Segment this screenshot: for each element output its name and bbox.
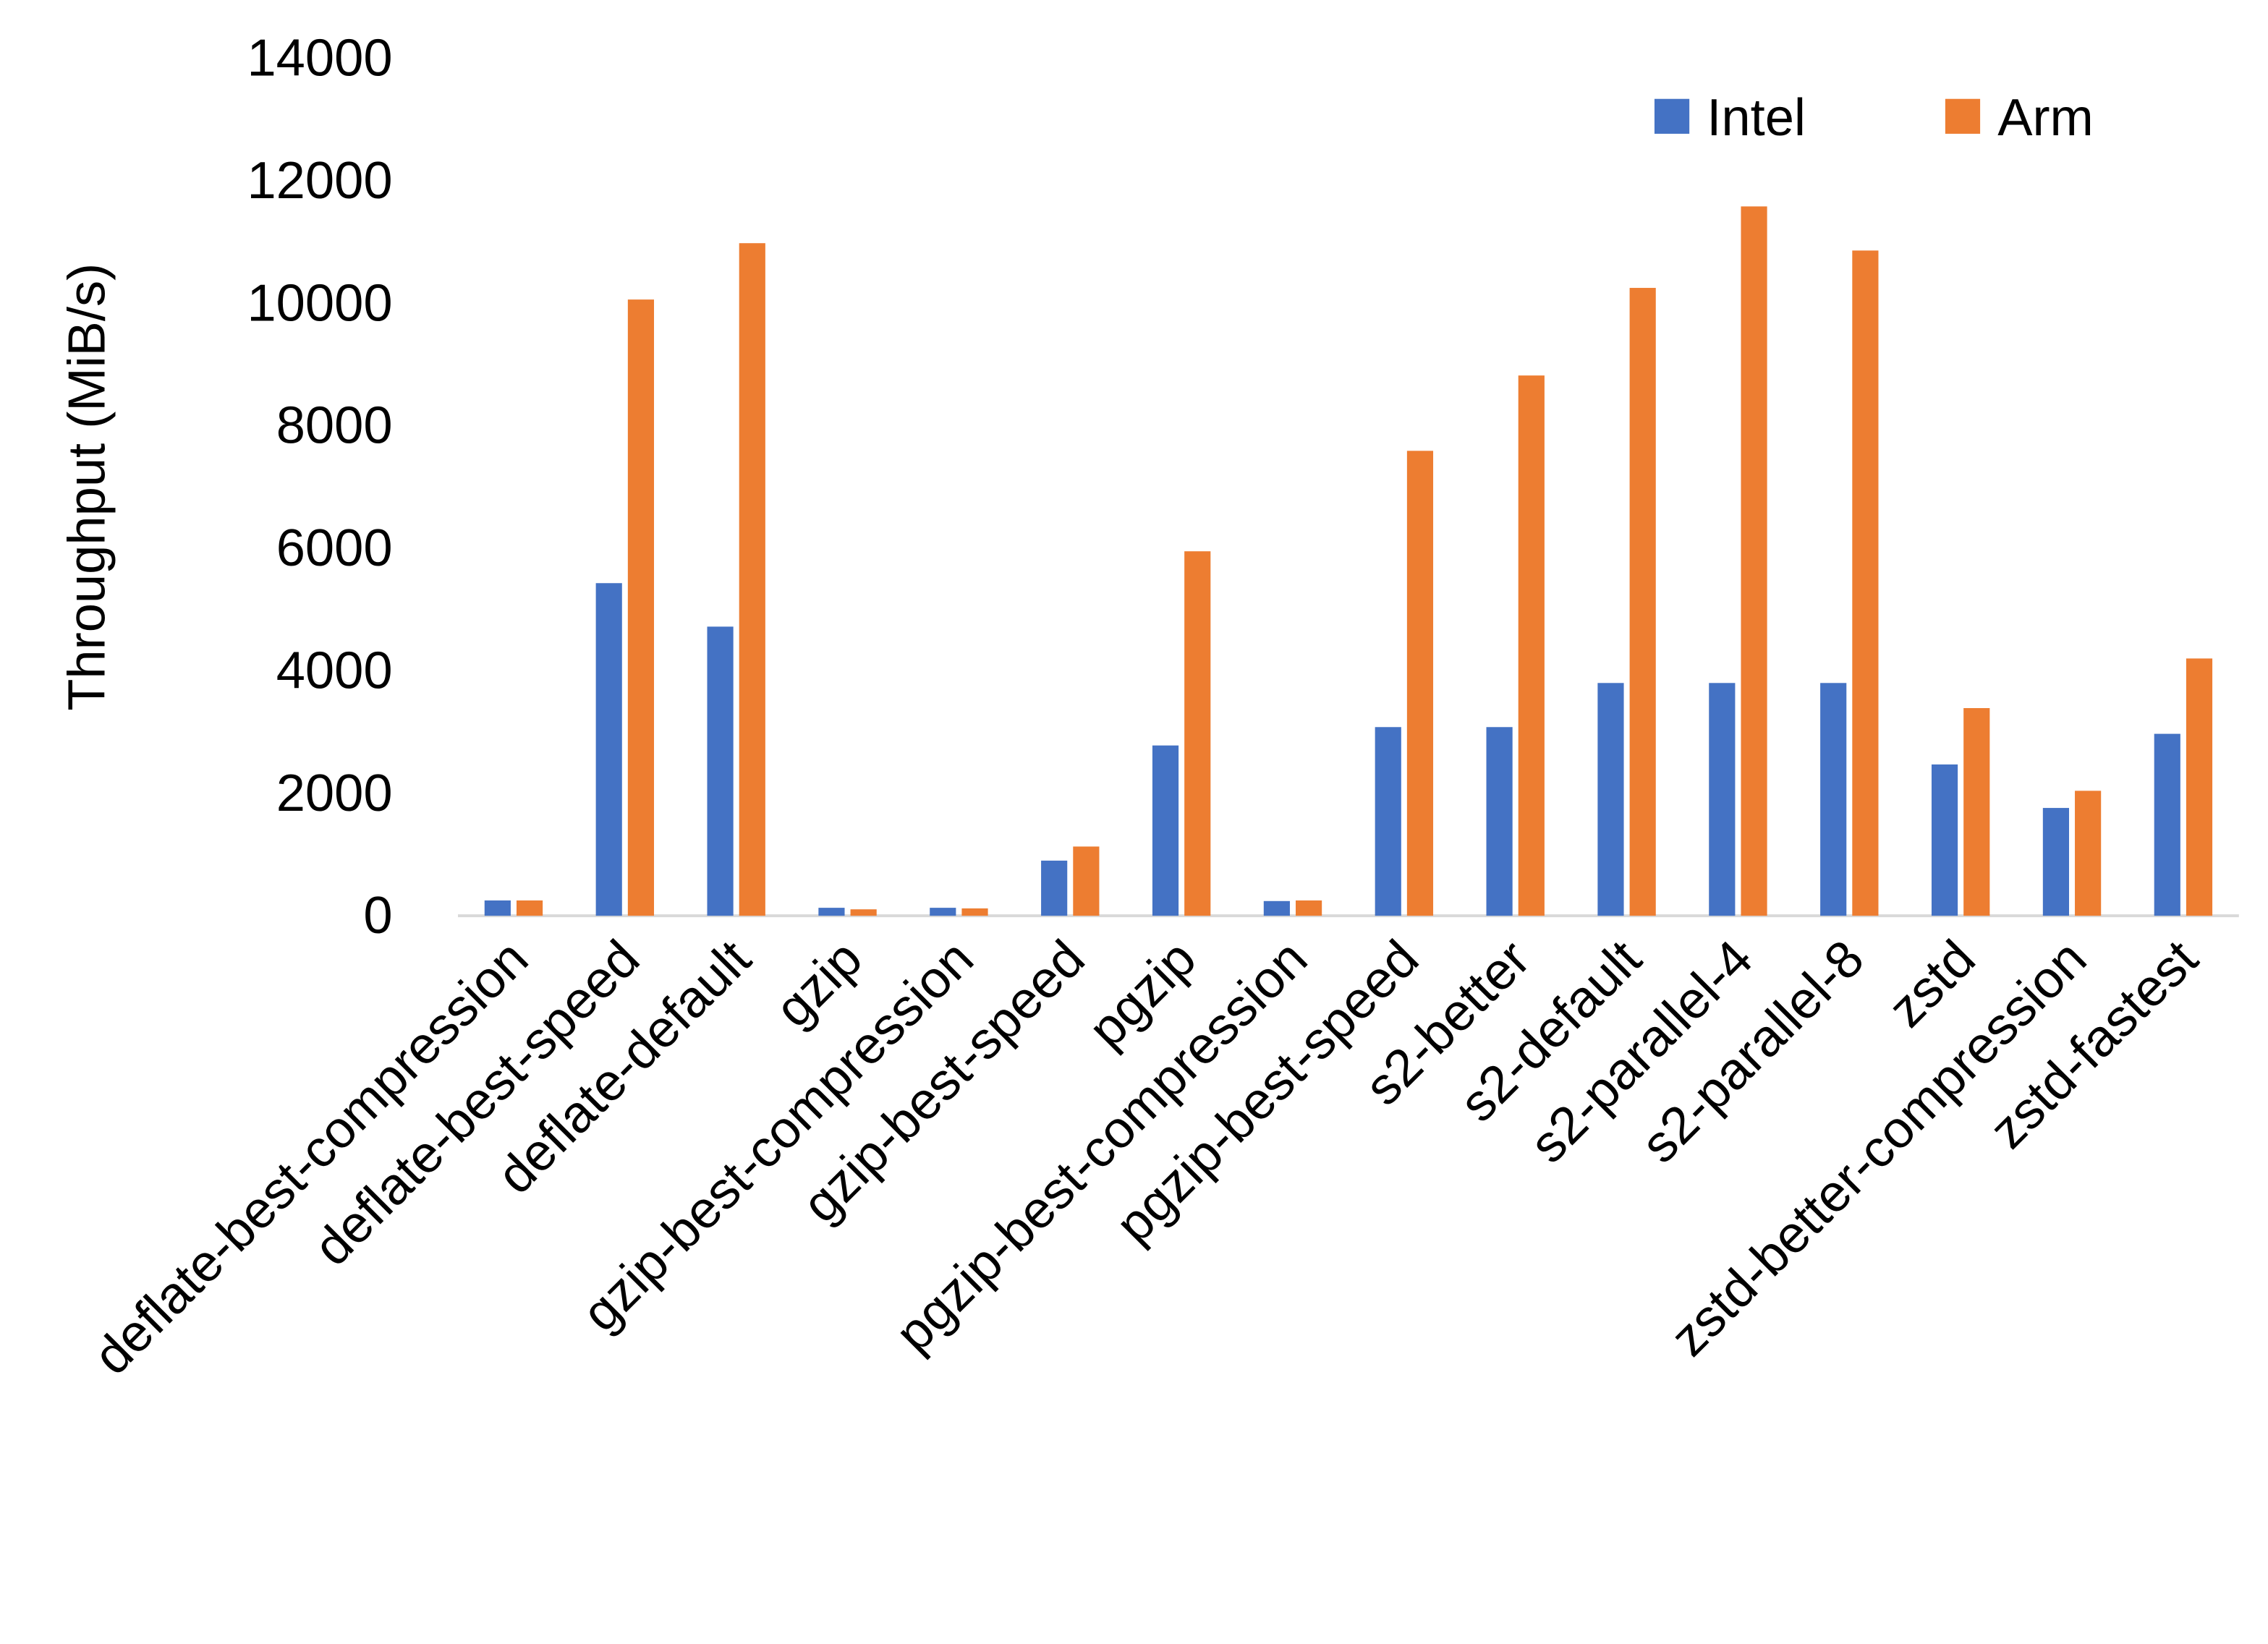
- bar-intel-pgzip-best-compression: [1263, 900, 1290, 916]
- bar-intel-gzip-best-speed: [1041, 860, 1068, 916]
- y-tick-label: 14000: [247, 30, 392, 88]
- bar-intel-pgzip: [1152, 745, 1179, 916]
- bar-arm-deflate-best-speed: [627, 299, 655, 916]
- bar-arm-gzip: [850, 909, 877, 916]
- y-tick-label: 6000: [276, 519, 393, 577]
- bar-intel-zstd: [1931, 764, 1958, 916]
- bar-arm-zstd-fastest: [2186, 658, 2213, 916]
- y-tick-label: 8000: [276, 397, 393, 455]
- bar-intel-gzip-best-compression: [930, 908, 956, 916]
- bar-arm-s2-default: [1629, 288, 1656, 916]
- legend-swatch-arm: [1945, 98, 1981, 134]
- x-tick-label: deflate-best-compression: [83, 929, 540, 1386]
- bar-arm-deflate-default: [739, 243, 765, 916]
- legend-label-intel: Intel: [1707, 89, 1806, 147]
- legend-label-arm: Arm: [1997, 89, 2094, 147]
- bar-intel-gzip: [818, 908, 845, 916]
- y-tick-label: 2000: [276, 764, 393, 822]
- y-tick-label: 10000: [247, 274, 392, 332]
- y-tick-label: 12000: [247, 152, 392, 210]
- bar-arm-zstd-better-compression: [2075, 791, 2102, 916]
- bar-intel-zstd-better-compression: [2042, 808, 2069, 916]
- bar-intel-deflate-best-compression: [484, 900, 511, 916]
- bar-intel-s2-parallel-8: [1820, 683, 1847, 916]
- bar-arm-pgzip: [1184, 551, 1211, 916]
- bar-intel-zstd-fastest: [2154, 733, 2180, 916]
- bar-arm-deflate-best-compression: [516, 900, 543, 916]
- bar-arm-s2-better: [1518, 375, 1545, 916]
- bar-arm-s2-parallel-8: [1852, 250, 1879, 916]
- legend-swatch-intel: [1654, 98, 1690, 134]
- y-axis-label: Throughput (MiB/s): [59, 263, 116, 711]
- bar-intel-pgzip-best-speed: [1375, 727, 1401, 916]
- bar-arm-gzip-best-speed: [1073, 846, 1100, 916]
- bar-arm-zstd: [1963, 708, 1990, 916]
- bar-intel-deflate-default: [707, 626, 734, 916]
- y-tick-label: 0: [363, 887, 392, 945]
- y-tick-label: 4000: [276, 642, 393, 699]
- bar-intel-s2-better: [1486, 727, 1513, 916]
- bar-intel-s2-default: [1597, 683, 1624, 916]
- bar-arm-gzip-best-compression: [961, 908, 988, 916]
- legend: Intel Arm: [1654, 89, 2094, 147]
- bar-intel-deflate-best-speed: [595, 583, 622, 916]
- bar-intel-s2-parallel-4: [1709, 683, 1736, 916]
- bar-arm-pgzip-best-compression: [1296, 900, 1322, 916]
- bar-arm-pgzip-best-speed: [1406, 451, 1434, 916]
- bar-arm-s2-parallel-4: [1741, 206, 1767, 916]
